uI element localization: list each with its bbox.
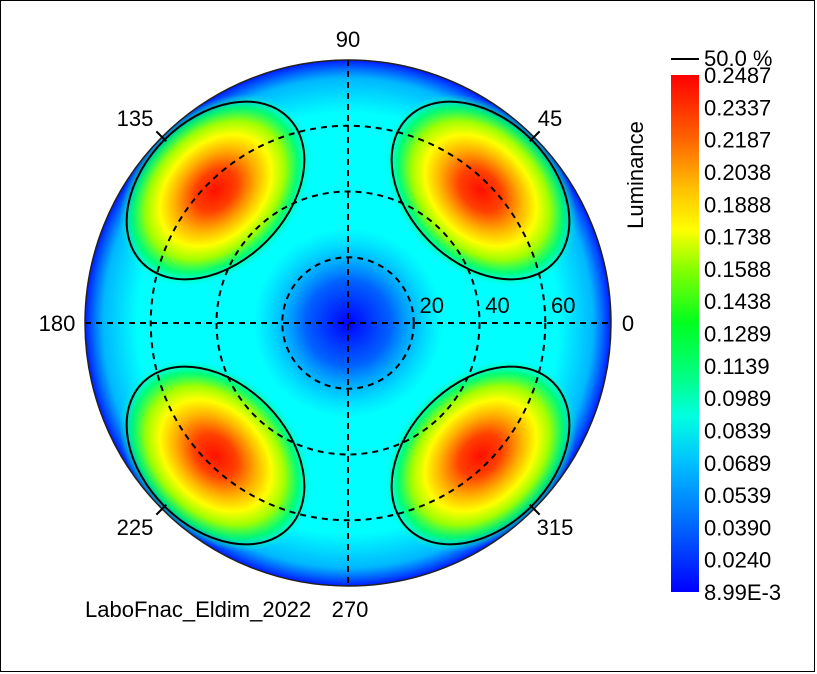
azimuth-label: 180 <box>39 311 76 336</box>
polar-grid <box>84 59 612 587</box>
luminance-heatmap <box>85 60 611 586</box>
colorbar-tick: 0.1438 <box>704 289 771 314</box>
colorbar-tick: 0.2187 <box>704 128 771 153</box>
outer-circle <box>84 59 612 587</box>
colorbar-tick: 0.1738 <box>704 225 771 250</box>
azimuth-label: 90 <box>336 27 360 52</box>
azimuth-label: 270 <box>332 597 369 622</box>
radial-label: 20 <box>420 293 444 318</box>
colorbar-tick: 0.0240 <box>704 548 771 573</box>
azimuth-tick <box>155 504 167 516</box>
chart-caption: LaboFnac_Eldim_2022 <box>85 597 311 622</box>
colorbar-tick: 0.2337 <box>704 95 771 120</box>
colorbar-gradient <box>671 75 699 592</box>
azimuth-tick <box>529 130 541 142</box>
colorbar-tick: 0.1588 <box>704 257 771 282</box>
colorbar-tick: 0.1139 <box>704 354 770 379</box>
colorbar-tick: 0.0839 <box>704 418 771 443</box>
azimuth-label: 0 <box>622 311 634 336</box>
heat-lobe <box>119 94 312 287</box>
colorbar-tick: 0.1888 <box>704 192 771 217</box>
azimuth-label: 315 <box>537 515 574 540</box>
azimuth-label: 225 <box>117 515 154 540</box>
colorbar-tick: 0.0390 <box>704 515 771 540</box>
colorbar-tick: 0.2038 <box>704 160 771 185</box>
azimuth-label: 45 <box>538 106 562 131</box>
heat-lobe <box>119 359 312 552</box>
colorbar-tick: 0.0539 <box>704 483 771 508</box>
colorbar-axis-label: Luminance <box>623 121 648 229</box>
colorbar-tick: 0.0689 <box>704 451 771 476</box>
heat-center <box>253 228 443 418</box>
radial-ring <box>215 190 481 456</box>
heat-lobe <box>384 359 577 552</box>
azimuth-tick <box>155 130 167 142</box>
radial-ring <box>149 124 547 522</box>
azimuth-label: 135 <box>117 106 154 131</box>
heat-lobe <box>384 94 577 287</box>
contour-legend-label: 50.0 % <box>704 46 773 71</box>
radial-label: 40 <box>485 293 509 318</box>
colorbar-tick-labels: 0.2487 0.2337 0.2187 0.2038 0.1888 0.1738 0.15… <box>704 63 781 605</box>
radial-label: 60 <box>551 293 575 318</box>
polar-labels: 0 45 90 135 180 225 270 315 20 40 60 <box>39 27 634 622</box>
colorbar-tick: 8.99E-3 <box>704 580 781 605</box>
colorbar-tick: 0.2487 <box>704 63 771 88</box>
colorbar-tick: 0.1289 <box>704 322 771 347</box>
azimuth-tick <box>529 504 541 516</box>
colorbar-tick: 0.0989 <box>704 386 771 411</box>
radial-ring <box>281 256 415 390</box>
